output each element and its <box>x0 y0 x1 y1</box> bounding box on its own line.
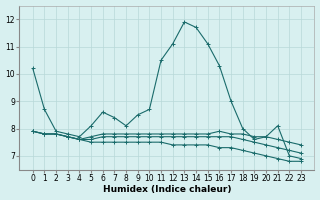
X-axis label: Humidex (Indice chaleur): Humidex (Indice chaleur) <box>103 185 231 194</box>
